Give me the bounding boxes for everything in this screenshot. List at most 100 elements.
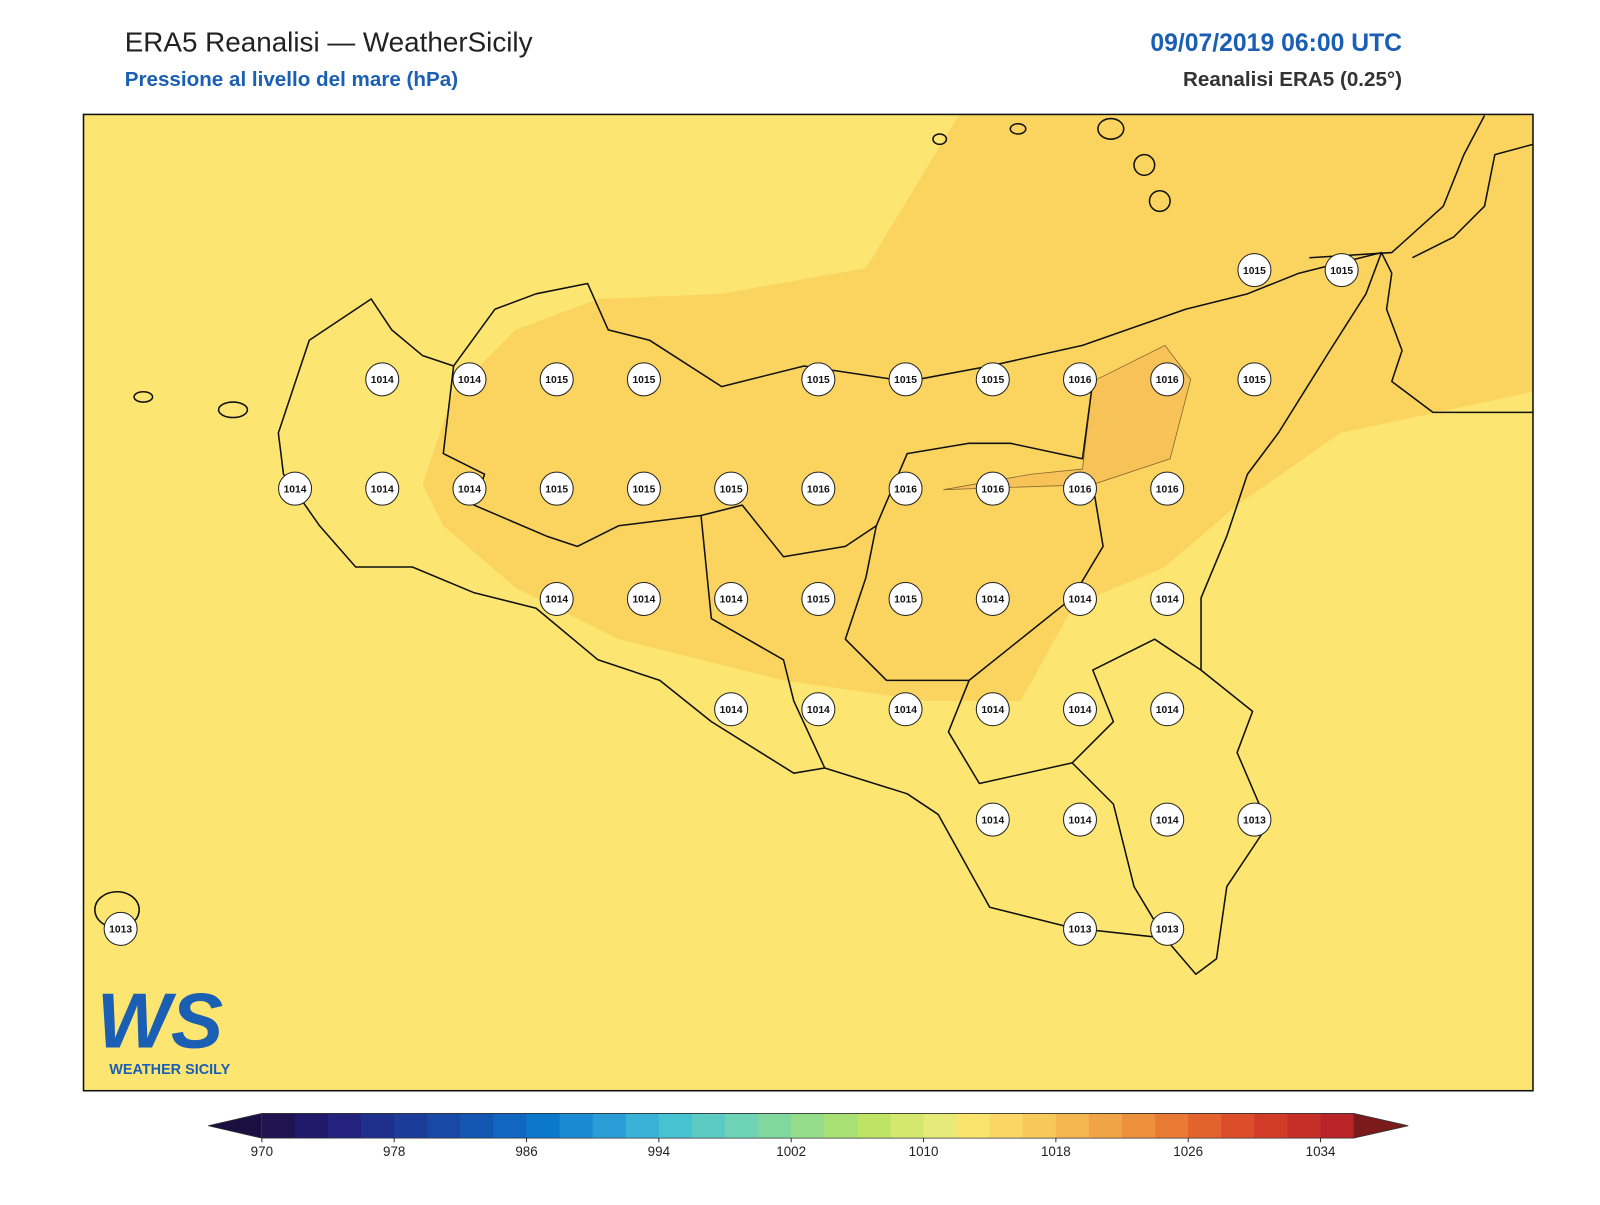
station-marker [1062, 692, 1098, 727]
station-value: 1015 [632, 375, 655, 386]
colorbar-swatch [1188, 1113, 1222, 1139]
station-value: 1015 [1243, 266, 1266, 277]
station-value: 1015 [807, 375, 830, 386]
station-marker [1150, 692, 1185, 727]
station-marker [1062, 471, 1098, 506]
colorbar-swatch [328, 1113, 362, 1139]
station-marker [539, 471, 574, 506]
station-value: 1013 [1069, 925, 1092, 936]
station-value: 1014 [1069, 595, 1092, 606]
colorbar-tick-label: 970 [251, 1144, 273, 1159]
station-value: 1014 [284, 484, 307, 495]
station-value: 1014 [371, 375, 394, 386]
colorbar-swatch [261, 1113, 296, 1139]
map-frame [82, 113, 1534, 1092]
logo-name: WEATHER SICILY [109, 1062, 230, 1078]
station-marker [975, 581, 1010, 616]
colorbar-tick-label: 1018 [1041, 1144, 1071, 1159]
colorbar-swatch [394, 1113, 428, 1139]
station-value: 1015 [981, 375, 1004, 386]
sicily-coast [277, 251, 1383, 975]
station-marker [539, 581, 574, 616]
station-marker [452, 471, 487, 506]
station-marker [888, 581, 923, 616]
station-marker [626, 362, 661, 397]
station-value: 1016 [807, 484, 830, 495]
station-value: 1014 [807, 705, 830, 716]
station-value: 1014 [632, 595, 655, 606]
colorbar-swatch [1320, 1113, 1355, 1139]
station-marker [801, 581, 836, 616]
station-marker [714, 581, 749, 616]
station-value: 1016 [1156, 375, 1179, 386]
station-marker [888, 362, 923, 397]
station-value: 1016 [894, 484, 917, 495]
station-value: 1014 [1069, 705, 1092, 716]
station-marker [1237, 362, 1272, 397]
station-marker [1150, 471, 1185, 506]
colorbar-swatch [1254, 1113, 1288, 1139]
station-marker [801, 692, 836, 727]
station-marker [626, 471, 661, 506]
island [1148, 189, 1171, 213]
station-value: 1014 [1156, 595, 1179, 606]
station-value: 1016 [1069, 375, 1092, 386]
station-marker [975, 692, 1010, 727]
station-value: 1015 [720, 484, 743, 495]
station-marker [1237, 802, 1272, 837]
colorbar-tick-label: 986 [515, 1144, 537, 1159]
colorbar-swatch [791, 1113, 825, 1139]
title: ERA5 Reanalisi — WeatherSicily [125, 27, 533, 58]
station-value: 1015 [894, 375, 917, 386]
colorbar-tick-label: 1026 [1173, 1144, 1203, 1159]
colorbar-swatch [526, 1113, 561, 1139]
station-marker [975, 802, 1010, 837]
station-value: 1016 [1069, 484, 1092, 495]
station-marker [103, 911, 138, 946]
logo-mark: WS [97, 977, 223, 1065]
station-value: 1015 [894, 595, 917, 606]
island [1133, 153, 1156, 177]
station-marker [1324, 253, 1359, 288]
station-marker [1062, 581, 1098, 616]
station-value: 1014 [458, 484, 481, 495]
source: Reanalisi ERA5 (0.25°) [1183, 68, 1402, 91]
province-borders [700, 515, 826, 769]
station-marker [278, 471, 313, 506]
station-value: 1014 [981, 705, 1004, 716]
colorbar-swatch [625, 1113, 660, 1139]
station-value: 1014 [371, 484, 394, 495]
station-marker [452, 362, 487, 397]
station-marker [714, 692, 749, 727]
station-value: 1014 [1156, 815, 1179, 826]
colorbar-swatch [691, 1113, 726, 1139]
colorbar-swatch [989, 1113, 1024, 1139]
station-value: 1014 [981, 595, 1004, 606]
station-marker [975, 471, 1010, 506]
station-marker [888, 471, 923, 506]
calabria-coast [1412, 143, 1534, 259]
colorbar-over [1353, 1113, 1409, 1139]
date: 09/07/2019 06:00 UTC [1150, 30, 1402, 57]
station-marker [1150, 362, 1185, 397]
colorbar-swatch [1122, 1113, 1156, 1139]
colorbar-tick-label: 994 [648, 1144, 671, 1159]
station-value: 1014 [894, 705, 917, 716]
island [932, 133, 948, 146]
colorbar-swatch [460, 1113, 494, 1139]
station-value: 1014 [720, 595, 743, 606]
station-marker [714, 471, 749, 506]
station-value: 1014 [720, 705, 743, 716]
colorbar-swatch [1088, 1113, 1123, 1139]
colorbar-tick-label: 978 [383, 1144, 405, 1159]
station-value: 1014 [981, 815, 1004, 826]
island [133, 390, 154, 403]
station-value: 1014 [1069, 815, 1092, 826]
station-value: 1016 [1156, 484, 1179, 495]
colorbar-swatch [294, 1113, 329, 1139]
colorbar-swatch [559, 1113, 594, 1139]
station-marker [539, 362, 574, 397]
station-marker [801, 471, 836, 506]
